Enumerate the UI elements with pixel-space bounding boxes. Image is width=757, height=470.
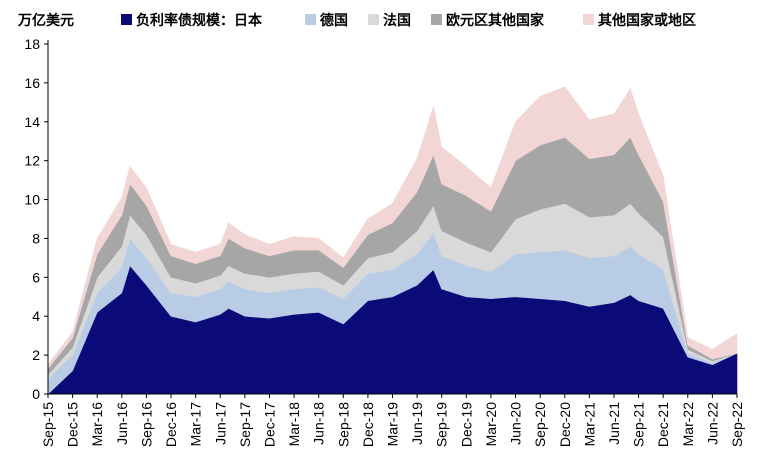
x-tick-label: Sep-16: [138, 402, 154, 447]
x-tick-label: Jun-16: [114, 402, 130, 445]
y-tick-label: 12: [24, 153, 40, 169]
x-tick-label: Dec-15: [65, 402, 81, 447]
x-tick-label: Jun-19: [409, 402, 425, 445]
y-tick-label: 10: [24, 192, 40, 208]
legend-label-1: 德国: [320, 12, 348, 29]
area-series-4: [47, 86, 738, 370]
legend-swatch-3: [431, 14, 442, 25]
legend-label-0: 负利率债规模：日本: [136, 12, 263, 29]
legend: 负利率债规模：日本 德国 法国 欧元区其他国家 其他国家或地区: [121, 12, 696, 29]
x-tick-label: Mar-16: [89, 402, 105, 447]
x-tick-label: Sep-15: [40, 402, 56, 447]
x-tick-label: Sep-20: [532, 402, 548, 447]
x-tick-label: Dec-21: [655, 402, 671, 447]
x-tick-label: Mar-20: [483, 402, 499, 447]
x-tick-label: Mar-21: [581, 402, 597, 447]
x-tick-label: Jun-22: [704, 402, 720, 445]
x-axis: Sep-15 Dec-15 Mar-16 Jun-16 Sep-16 Dec-16 Mar-…: [40, 393, 745, 447]
legend-label-3: 欧元区其他国家: [446, 12, 545, 29]
legend-swatch-0: [121, 14, 132, 25]
x-tick-label: Dec-17: [261, 402, 277, 447]
y-tick-label: 2: [32, 347, 40, 363]
y-tick-label: 14: [24, 114, 40, 130]
x-tick-label: Dec-20: [557, 402, 573, 447]
x-tick-label: Dec-16: [163, 402, 179, 447]
x-tick-label: Mar-19: [385, 402, 401, 447]
legend-swatch-4: [583, 14, 594, 25]
x-tick-label: Sep-19: [434, 402, 450, 447]
x-tick-label: Sep-22: [729, 402, 745, 447]
x-tick-label: Mar-22: [680, 402, 696, 447]
y-tick-label: 16: [24, 75, 40, 91]
x-tick-label: Jun-17: [212, 402, 228, 445]
legend-swatch-1: [305, 14, 316, 25]
y-tick-label: 4: [32, 308, 40, 324]
x-tick-label: Jun-20: [508, 402, 524, 445]
y-tick-label: 18: [24, 36, 40, 52]
y-axis: 0 2 4 6 8 10 12 14 16 18: [24, 36, 49, 402]
x-tick-label: Mar-17: [188, 402, 204, 447]
x-tick-label: Mar-18: [286, 402, 302, 447]
y-tick-label: 8: [32, 230, 40, 246]
x-tick-label: Jun-21: [606, 402, 622, 445]
y-tick-label: 6: [32, 269, 40, 285]
x-tick-label: Sep-17: [237, 402, 253, 447]
legend-swatch-2: [368, 14, 379, 25]
x-tick-label: Sep-18: [335, 402, 351, 447]
x-tick-label: Dec-18: [360, 402, 376, 447]
x-tick-label: Dec-19: [458, 402, 474, 447]
y-tick-label: 0: [32, 386, 40, 402]
x-tick-label: Sep-21: [631, 402, 647, 447]
area-series: [47, 86, 738, 395]
x-tick-label: Jun-18: [311, 402, 327, 445]
legend-label-2: 法国: [383, 12, 411, 29]
legend-label-4: 其他国家或地区: [598, 12, 696, 29]
unit-label: 万亿美元: [17, 12, 74, 29]
